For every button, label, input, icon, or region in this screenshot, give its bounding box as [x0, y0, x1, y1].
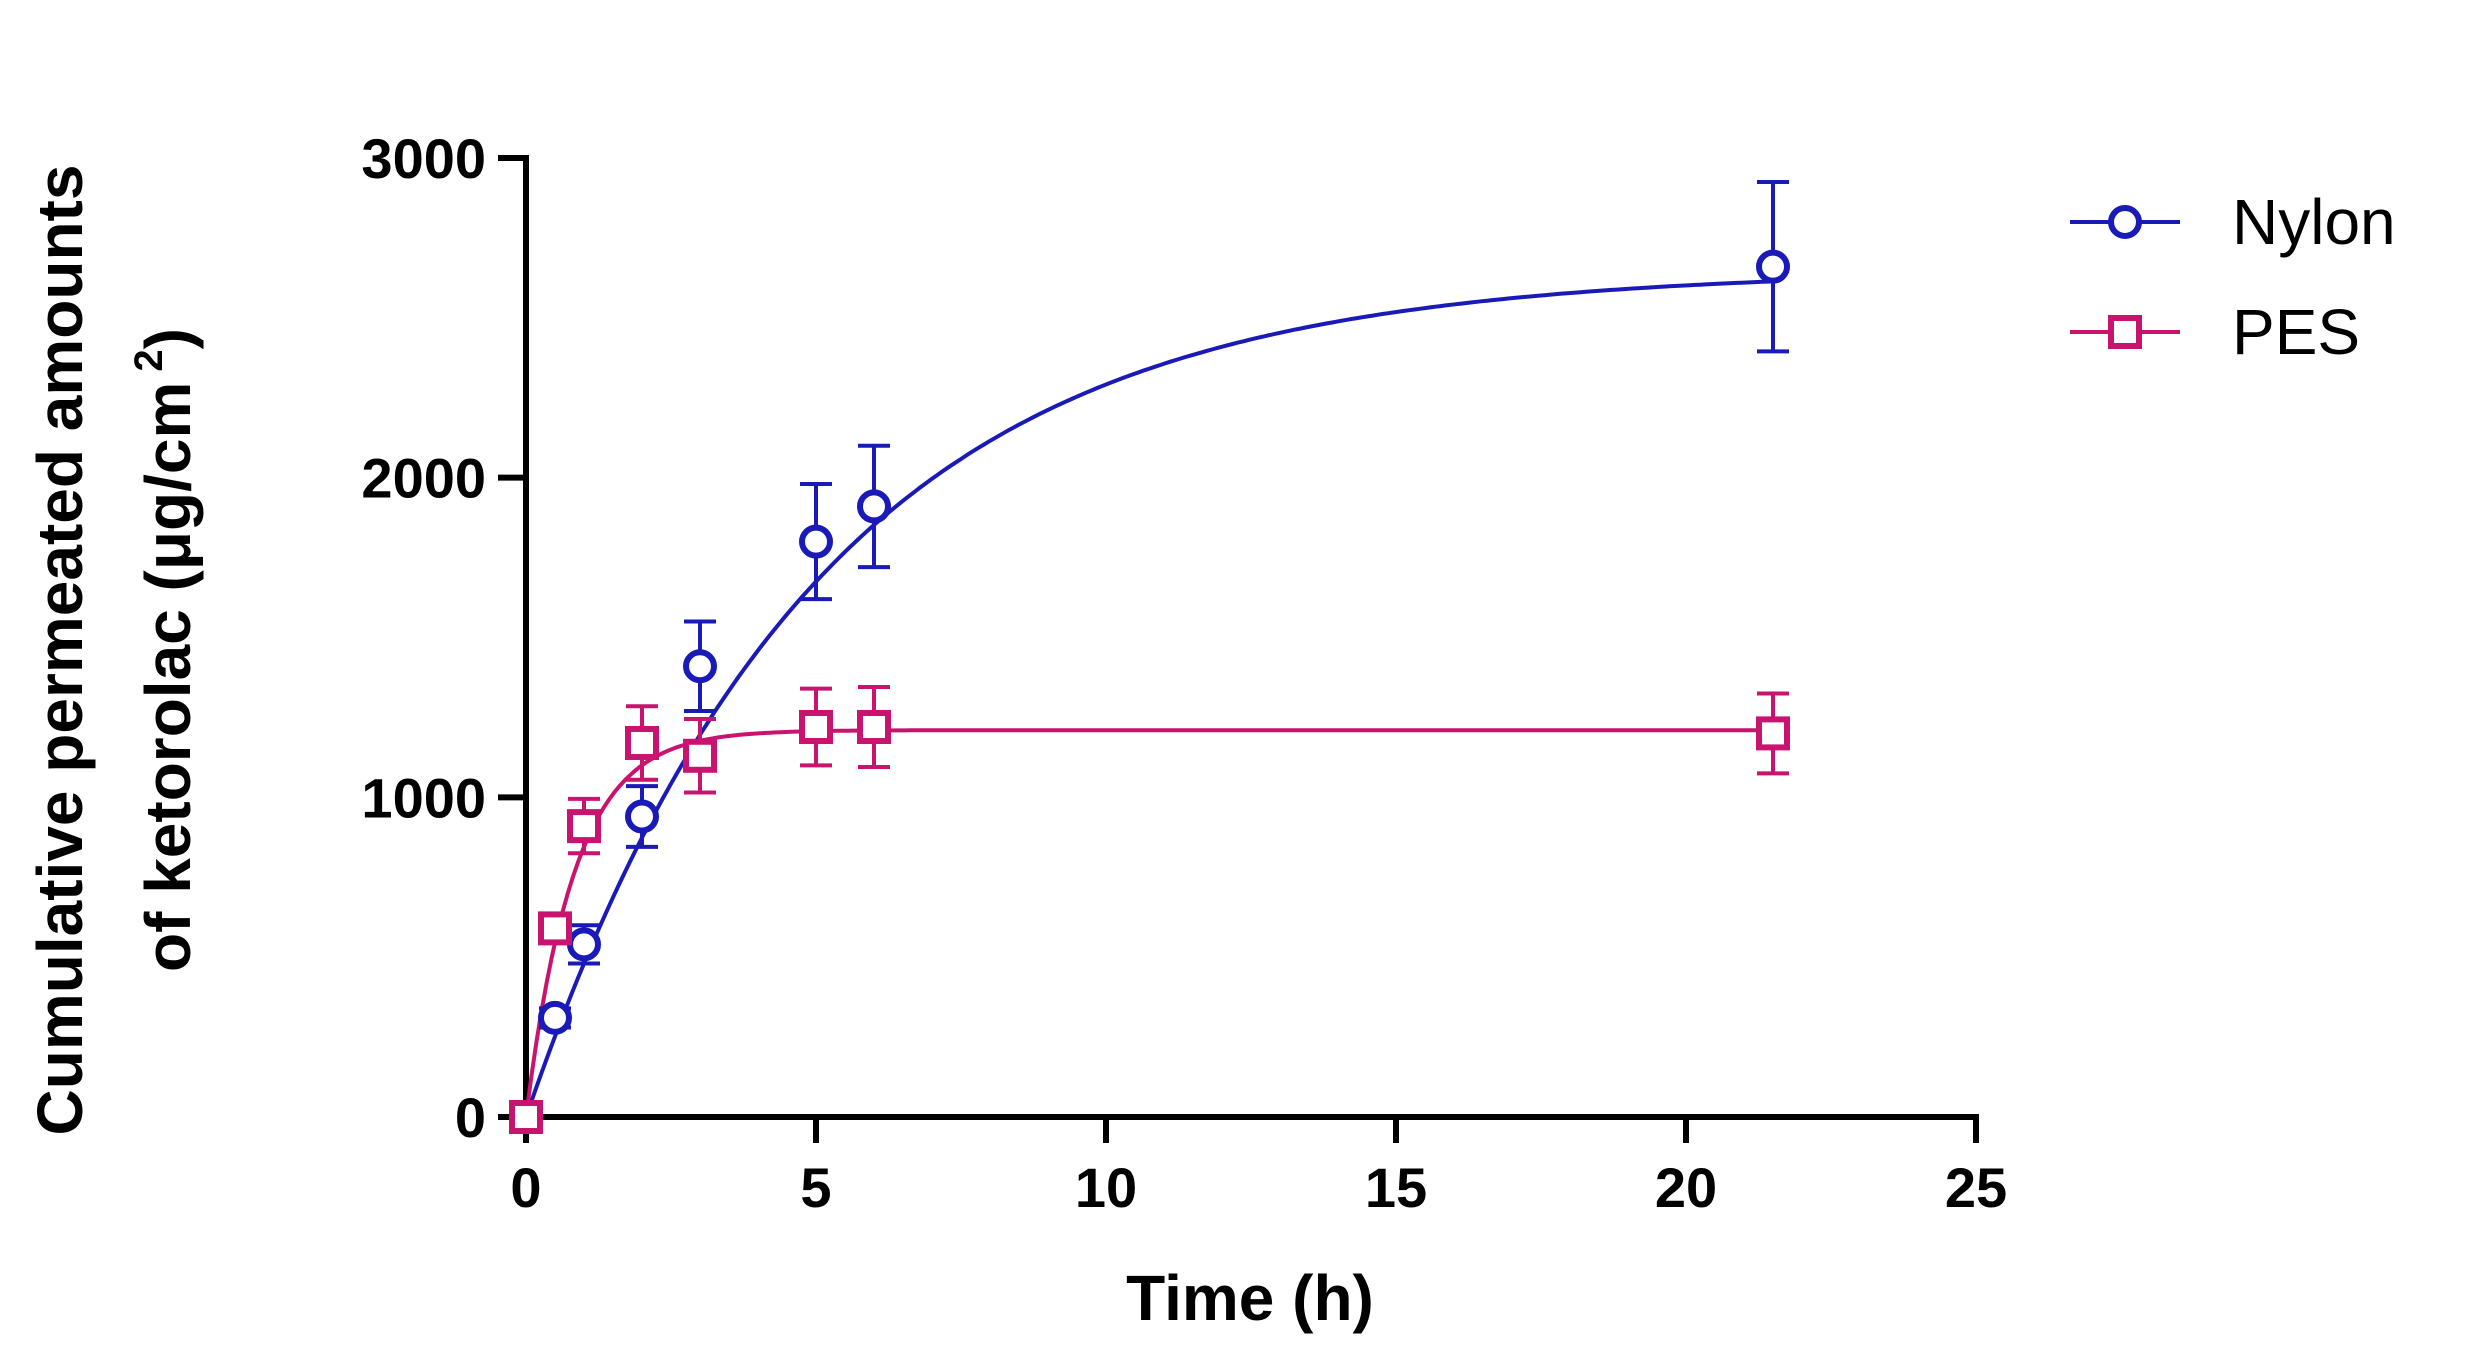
- y-tick-label: 0: [455, 1086, 486, 1149]
- y-ticks: 0 1000 2000 3000: [361, 127, 526, 1149]
- data-markers: [509, 249, 1790, 1134]
- x-tick-label: 0: [510, 1156, 541, 1219]
- nylon-data-point: [683, 649, 717, 684]
- x-tick-label: 15: [1365, 1156, 1427, 1219]
- y-axis-title-line2-main: of ketorolac (μg/cm: [132, 382, 204, 972]
- pes-fit-curve: [524, 728, 1773, 1118]
- y-axis-title-line2-end: ): [132, 328, 204, 349]
- pes-data-point: [538, 911, 572, 946]
- y-axis-title-line2-sup: 2: [127, 349, 171, 371]
- pes-data-point: [625, 725, 659, 760]
- nylon-data-point: [1756, 249, 1790, 284]
- x-ticks: 0 5 10 15 20 25: [510, 1117, 2007, 1219]
- legend: Nylon PES: [2070, 186, 2396, 368]
- pes-data-point: [683, 738, 717, 773]
- x-tick-label: 10: [1075, 1156, 1137, 1219]
- pes-data-point: [567, 809, 601, 844]
- fit-curves: [524, 279, 1774, 1118]
- y-tick-label: 2000: [361, 447, 486, 510]
- nylon-fit-curve: [524, 279, 1774, 1118]
- axes: 0 5 10 15 20 25 0 1000 2000 3000: [361, 127, 2007, 1219]
- legend-marker-circle: [2108, 205, 2142, 239]
- pes-data-point: [509, 1100, 543, 1134]
- y-axis-title: Cumulative permeated amounts of ketorola…: [24, 165, 204, 1136]
- x-tick-label: 5: [800, 1156, 831, 1219]
- nylon-data-point: [538, 1000, 572, 1035]
- error-bars: [539, 179, 1789, 1030]
- nylon-data-point: [625, 799, 659, 834]
- legend-item-nylon: Nylon: [2070, 186, 2396, 258]
- pes-data-point: [799, 710, 833, 745]
- nylon-data-point: [857, 489, 891, 524]
- y-axis-title-line2: of ketorolac (μg/cm 2): [127, 328, 204, 972]
- pes-data-point: [1756, 716, 1790, 751]
- legend-label: PES: [2232, 296, 2360, 368]
- legend-label: Nylon: [2232, 186, 2396, 258]
- pes-data-point: [857, 710, 891, 745]
- x-tick-label: 20: [1655, 1156, 1717, 1219]
- legend-marker-square: [2108, 315, 2142, 349]
- nylon-data-point: [567, 927, 601, 962]
- x-axis-title: Time (h): [1126, 1262, 1374, 1334]
- y-tick-label: 3000: [361, 127, 486, 190]
- nylon-data-point: [799, 524, 833, 559]
- legend-item-pes: PES: [2070, 296, 2360, 368]
- y-tick-label: 1000: [361, 766, 486, 829]
- x-tick-label: 25: [1945, 1156, 2007, 1219]
- y-axis-title-line1: Cumulative permeated amounts: [24, 165, 96, 1136]
